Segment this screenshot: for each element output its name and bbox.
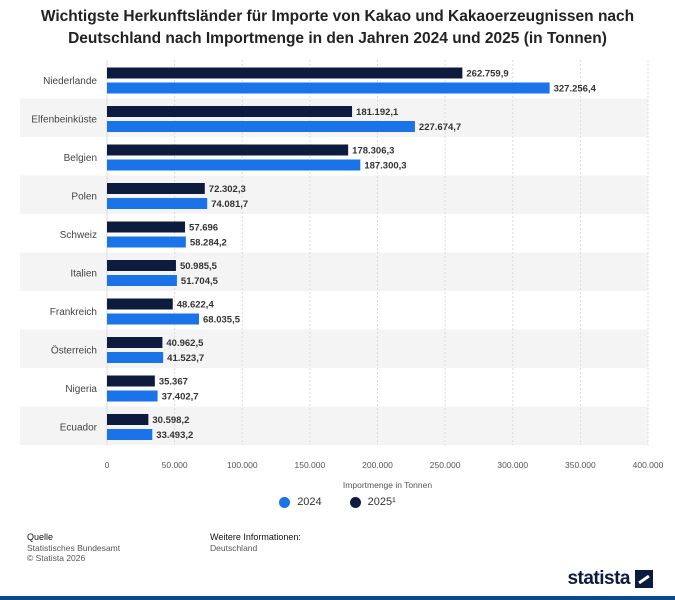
chart-title: Wichtigste Herkunftsländer für Importe v… bbox=[40, 8, 635, 47]
x-tick-label: 350.000 bbox=[565, 460, 596, 470]
bottom-accent-bar bbox=[0, 596, 675, 600]
data-label: 178.306,3 bbox=[352, 146, 394, 157]
bar bbox=[107, 260, 176, 271]
bar bbox=[107, 121, 415, 132]
legend-item-2025[interactable]: 2025¹ bbox=[349, 496, 396, 508]
data-label: 327.256,4 bbox=[554, 84, 597, 95]
bar bbox=[107, 375, 155, 387]
category-label: Österreich bbox=[51, 345, 97, 357]
category-label: Italien bbox=[70, 269, 97, 280]
bar bbox=[107, 198, 208, 209]
info-block: Weitere Informationen: Deutschland bbox=[210, 532, 301, 553]
bar bbox=[107, 298, 173, 310]
bar bbox=[107, 429, 153, 440]
x-tick-label: 250.000 bbox=[430, 460, 461, 470]
legend-label-2024: 2024 bbox=[297, 496, 322, 508]
bar bbox=[107, 144, 349, 156]
bar bbox=[107, 159, 361, 171]
data-label: 30.598,2 bbox=[152, 415, 189, 426]
category-label: Schweiz bbox=[60, 230, 97, 241]
legend-label-2025: 2025¹ bbox=[367, 496, 396, 508]
data-label: 227.674,7 bbox=[419, 122, 461, 133]
x-axis-label: Importmenge in Tonnen bbox=[343, 480, 432, 490]
legend: 2024 2025¹ bbox=[0, 496, 675, 508]
statista-logo[interactable]: statista bbox=[567, 568, 653, 590]
data-label: 35.367 bbox=[159, 377, 188, 388]
source-line[interactable]: Statistisches Bundesamt bbox=[27, 542, 121, 553]
data-label: 57.696 bbox=[189, 223, 218, 234]
bar bbox=[107, 313, 200, 325]
statista-logo-icon bbox=[635, 570, 653, 588]
bar bbox=[107, 67, 463, 79]
info-heading: Weitere Informationen: bbox=[210, 532, 301, 542]
source-heading: Quelle bbox=[27, 532, 54, 542]
data-label: 68.035,5 bbox=[203, 315, 241, 326]
x-tick-label: 0 bbox=[105, 460, 110, 470]
data-label: 37.402,7 bbox=[162, 392, 199, 403]
data-label: 51.704,5 bbox=[181, 276, 219, 287]
category-label: Frankreich bbox=[50, 307, 97, 318]
data-label: 58.284,2 bbox=[190, 238, 227, 249]
x-tick-label: 50.000 bbox=[162, 460, 188, 470]
data-label: 40.962,5 bbox=[166, 338, 204, 349]
bar bbox=[107, 337, 163, 348]
bar bbox=[107, 352, 164, 363]
category-label: Nigeria bbox=[65, 384, 97, 395]
legend-swatch-2025 bbox=[349, 496, 361, 508]
data-label: 187.300,3 bbox=[364, 161, 406, 172]
source-block: Quelle Statistisches Bundesamt © Statist… bbox=[27, 532, 120, 564]
bar bbox=[107, 414, 149, 425]
data-label: 50.985,5 bbox=[180, 261, 218, 272]
data-label: 72.302,3 bbox=[209, 184, 246, 195]
data-label: 181.192,1 bbox=[356, 107, 399, 118]
x-tick-label: 150.000 bbox=[295, 460, 326, 470]
bar bbox=[107, 236, 186, 248]
category-label: Polen bbox=[71, 192, 97, 203]
category-label: Niederlande bbox=[43, 76, 97, 87]
bar bbox=[107, 183, 205, 194]
x-tick-label: 400.000 bbox=[633, 460, 664, 470]
x-tick-label: 100.000 bbox=[227, 460, 258, 470]
bar bbox=[107, 275, 177, 286]
bar bbox=[107, 82, 550, 94]
copyright-line: © Statista 2026 bbox=[27, 553, 86, 563]
data-label: 33.493,2 bbox=[156, 430, 193, 441]
bar bbox=[107, 390, 158, 402]
bar bbox=[107, 106, 353, 117]
bar bbox=[107, 221, 186, 233]
legend-item-2024[interactable]: 2024 bbox=[279, 496, 322, 508]
category-label: Belgien bbox=[64, 153, 97, 164]
x-tick-label: 300.000 bbox=[497, 460, 528, 470]
info-line: Deutschland bbox=[210, 542, 258, 553]
category-label: Ecuador bbox=[60, 423, 98, 434]
data-label: 41.523,7 bbox=[167, 353, 204, 364]
x-tick-label: 200.000 bbox=[362, 460, 393, 470]
data-label: 74.081,7 bbox=[211, 199, 248, 210]
category-label: Elfenbeinküste bbox=[31, 115, 97, 126]
data-label: 262.759,9 bbox=[466, 69, 508, 80]
bar-chart: 0 50.000 100.000 150.000 200.000 250.000 300.0… bbox=[20, 60, 664, 490]
data-label: 48.622,4 bbox=[177, 300, 215, 311]
legend-swatch-2024 bbox=[279, 496, 291, 508]
logo-text: statista bbox=[567, 568, 630, 589]
